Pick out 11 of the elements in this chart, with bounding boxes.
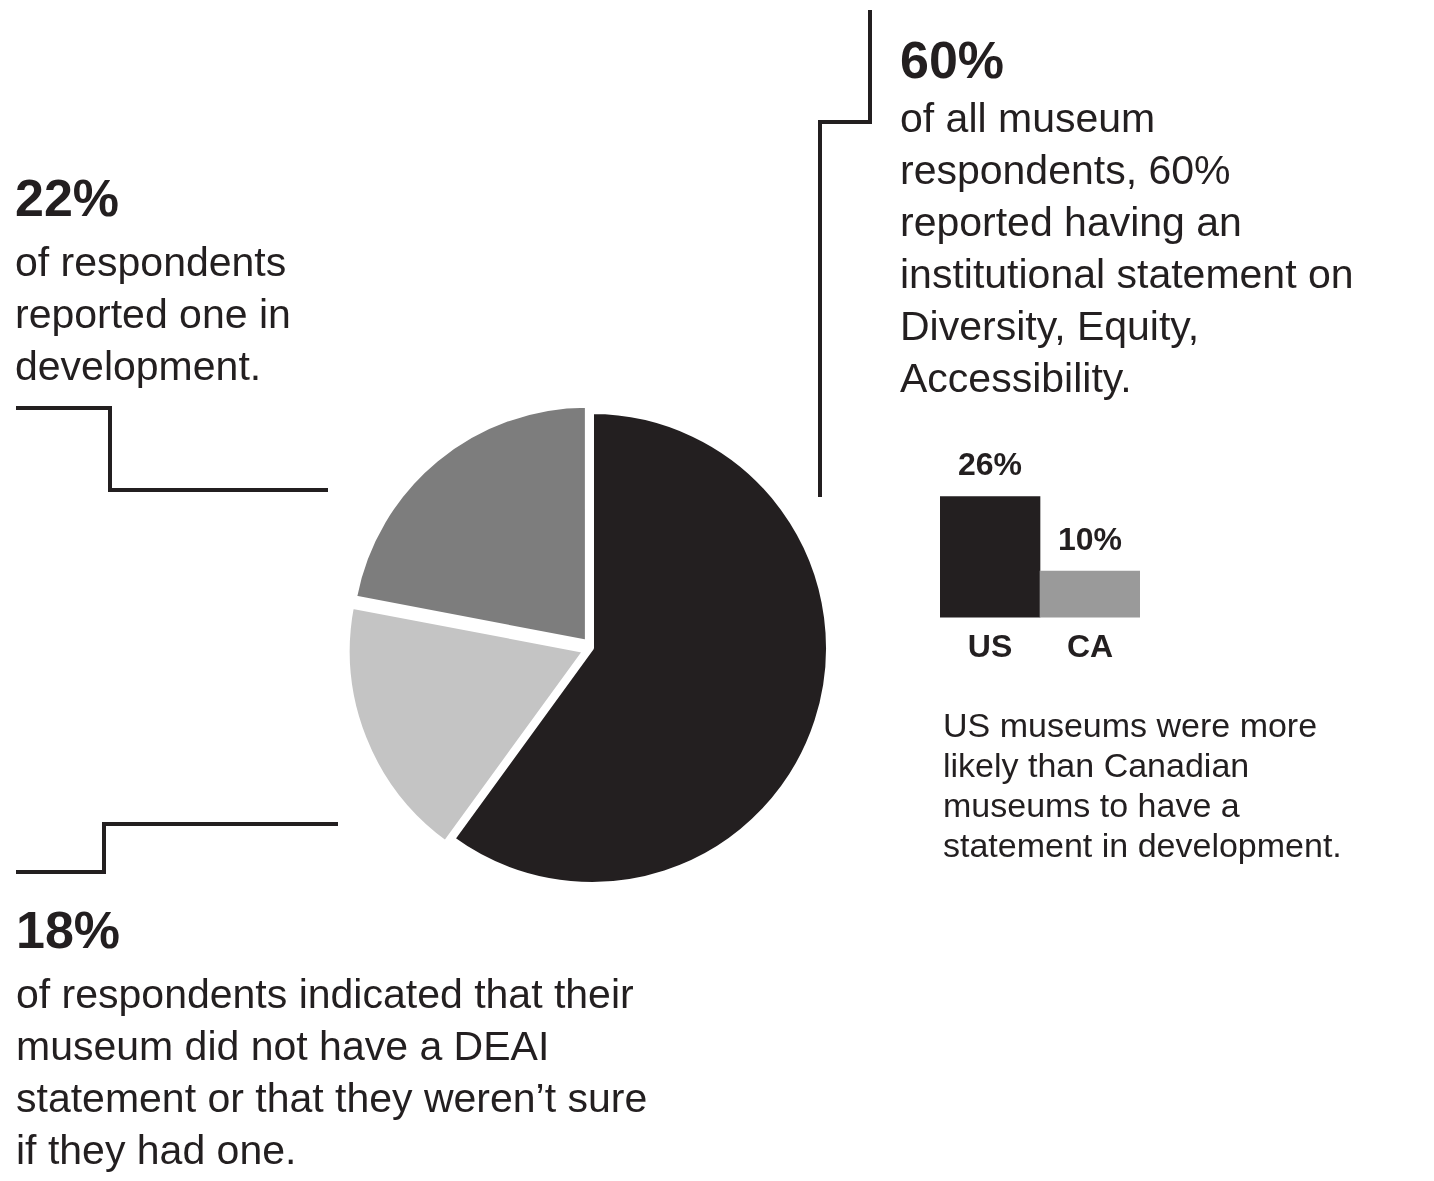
text: 60% (900, 30, 1005, 90)
data-label: 10% (1057, 520, 1123, 557)
text: of all museum respondents, 60% reported having an institutional statement on Diversity, Equity, Accessibility. (900, 94, 1355, 403)
text: 22% (15, 168, 120, 228)
x-tick-label: CA (1066, 627, 1114, 664)
data-label: 26% (957, 446, 1023, 483)
text: of respondents indicated that their museum did not have a DEAI statement or that they weren’t sure if they had one. (16, 970, 649, 1175)
text: 18% (16, 900, 121, 960)
text: US museums were more likely than Canadian museums to have a statement in development. (943, 705, 1343, 865)
x-tick-label: US (967, 627, 1013, 664)
text: of respondents reported one in development. (15, 238, 292, 391)
